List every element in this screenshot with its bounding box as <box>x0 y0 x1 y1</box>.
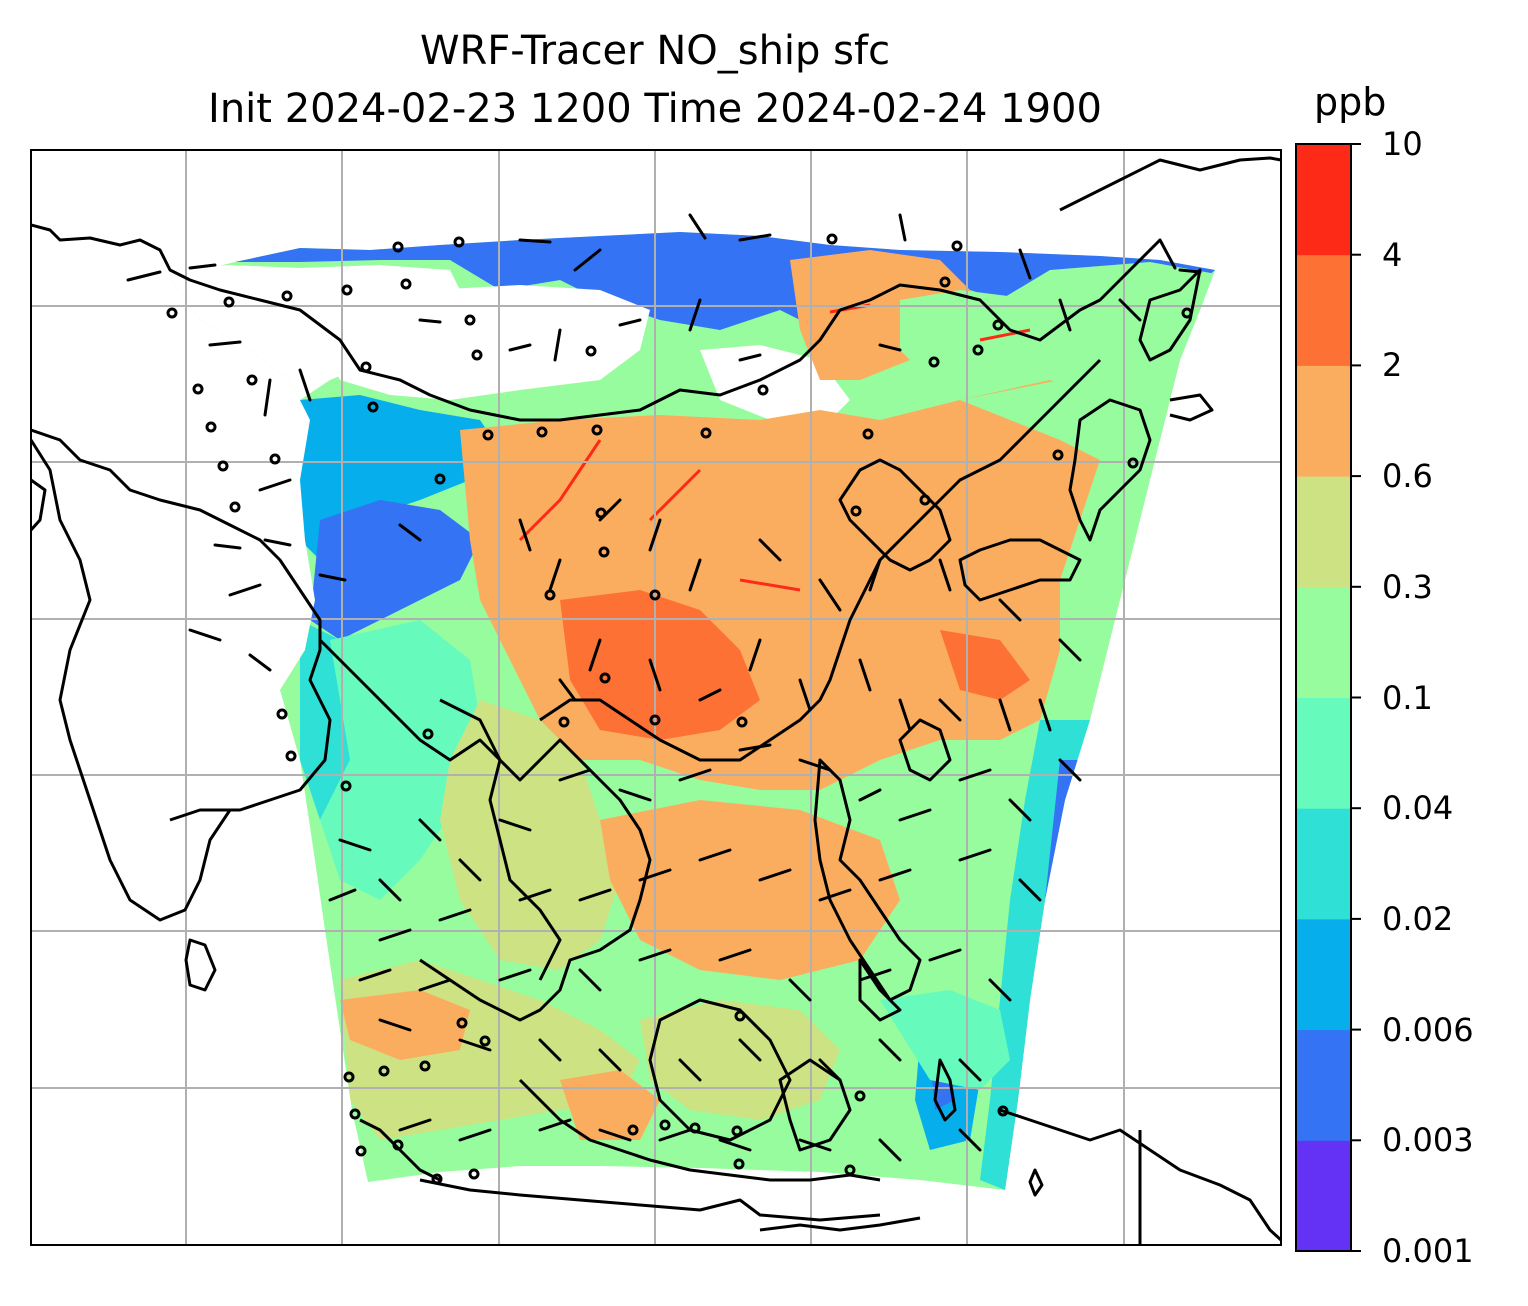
colorbar-band <box>1296 1140 1351 1252</box>
colorbar-tick-label: 0.006 <box>1382 1010 1474 1049</box>
colorbar-band <box>1296 476 1351 588</box>
colorbar-tick-label: 0.001 <box>1382 1232 1474 1270</box>
colorbar-tick-label: 0.1 <box>1382 678 1433 717</box>
colorbar-tick-label: 0.6 <box>1382 457 1433 496</box>
map-gridlines <box>31 150 1281 1245</box>
colorbar-band <box>1296 1029 1351 1141</box>
colorbar-tick-label: 4 <box>1382 235 1403 274</box>
colorbar-band <box>1296 697 1351 809</box>
wind-barbs <box>126 213 1202 1162</box>
colorbar-tick-label: 2 <box>1382 346 1403 385</box>
colorbar-band <box>1296 808 1351 920</box>
colorbar-tick-label: 0.3 <box>1382 567 1433 606</box>
map-frame <box>30 149 1282 1246</box>
chart-title-line-2: Init 2024-02-23 1200 Time 2024-02-24 190… <box>208 86 1102 132</box>
colorbar-tick-label: 10 <box>1382 125 1423 163</box>
colorbar-band <box>1296 365 1351 477</box>
chart-title-line-1: WRF-Tracer NO_ship sfc <box>419 28 891 74</box>
colorbar-tick-label: 0.003 <box>1382 1121 1474 1160</box>
colorbar-band <box>1296 254 1351 366</box>
colorbar-band <box>1296 918 1351 1031</box>
colorbar-band <box>1296 586 1351 698</box>
colorbar-unit-label: ppb <box>1314 80 1387 124</box>
coastlines-and-borders <box>31 156 1281 1245</box>
colorbar-tick-label: 0.02 <box>1382 899 1454 938</box>
calm-wind-markers <box>166 233 1193 1185</box>
colorbar-band <box>1296 144 1351 256</box>
colorbar-tick-label: 0.04 <box>1382 789 1454 828</box>
